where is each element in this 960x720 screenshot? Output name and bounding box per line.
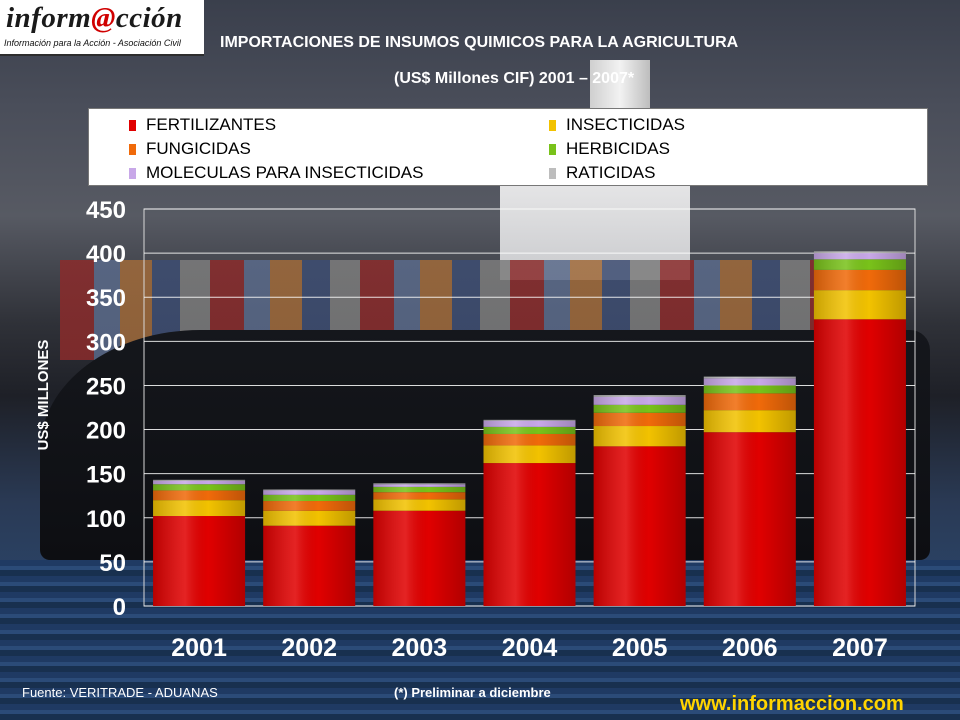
legend-swatch (129, 167, 136, 179)
logo: inform@cción Información para la Acción … (0, 0, 204, 56)
legend-swatch (129, 119, 136, 131)
bar-shading (593, 395, 686, 606)
legend-item-herbicidas: HERBICIDAS (549, 139, 670, 159)
y-tick-label: 150 (86, 462, 126, 489)
chart-title: IMPORTACIONES DE INSUMOS QUIMICOS PARA L… (220, 34, 739, 51)
x-tick-label: 2004 (502, 634, 558, 662)
bar-shading (483, 419, 576, 606)
y-tick-label: 350 (86, 285, 126, 312)
logo-wordmark: inform@cción (6, 2, 183, 35)
x-tick-label: 2001 (171, 634, 227, 662)
legend-label: HERBICIDAS (566, 139, 670, 158)
y-axis-label: US$ MILLONES (35, 340, 52, 451)
y-tick-label: 250 (86, 373, 126, 400)
x-tick-label: 2003 (392, 634, 448, 662)
logo-wordmark-part2: cción (115, 2, 183, 34)
y-tick-label: 50 (99, 550, 126, 577)
y-tick-label: 200 (86, 418, 126, 445)
x-tick-label: 2006 (722, 634, 778, 662)
y-tick-label: 400 (86, 241, 126, 268)
legend-swatch (549, 167, 556, 179)
legend-label: FERTILIZANTES (146, 115, 277, 134)
legend-swatch (549, 143, 556, 155)
source-note: Fuente: VERITRADE - ADUANAS (22, 685, 218, 700)
x-tick-label: 2007 (832, 634, 888, 662)
legend-label: FUNGICIDAS (146, 139, 251, 158)
bar-shading (813, 251, 906, 606)
legend-item-raticidas: RATICIDAS (549, 163, 655, 183)
bar-shading (263, 489, 356, 606)
x-tick-label: 2005 (612, 634, 668, 662)
x-tick-label: 2002 (281, 634, 337, 662)
y-tick-label: 300 (86, 329, 126, 356)
legend-swatch (129, 143, 136, 155)
logo-wordmark-part1: inform (6, 2, 92, 34)
legend-label: RATICIDAS (566, 163, 656, 182)
legend-item-fertilizantes: FERTILIZANTES (129, 115, 276, 135)
chart-legend: FERTILIZANTES INSECTICIDAS FUNGICIDAS HERBI… (88, 108, 928, 186)
website-link[interactable]: www.informaccion.com (680, 693, 904, 715)
bar-shading (703, 376, 796, 606)
legend-label: INSECTICIDAS (566, 115, 686, 134)
legend-item-moleculas-para-insecticidas: MOLECULAS PARA INSECTICIDAS (129, 163, 423, 183)
y-tick-label: 0 (113, 594, 126, 621)
bar-shading (373, 483, 466, 606)
bar-shading (153, 479, 246, 606)
legend-label: MOLECULAS PARA INSECTICIDAS (146, 163, 424, 182)
y-tick-label: 100 (86, 506, 126, 533)
preliminary-note: (*) Preliminar a diciembre (394, 685, 551, 700)
logo-at-symbol: @ (91, 2, 116, 34)
y-tick-label: 450 (86, 197, 126, 224)
legend-item-insecticidas: INSECTICIDAS (549, 115, 685, 135)
chart-subtitle: (US$ Millones CIF) 2001 – 2007* (394, 70, 635, 87)
legend-item-fungicidas: FUNGICIDAS (129, 139, 251, 159)
logo-tagline: Información para la Acción - Asociación … (4, 38, 181, 48)
legend-swatch (549, 119, 556, 131)
